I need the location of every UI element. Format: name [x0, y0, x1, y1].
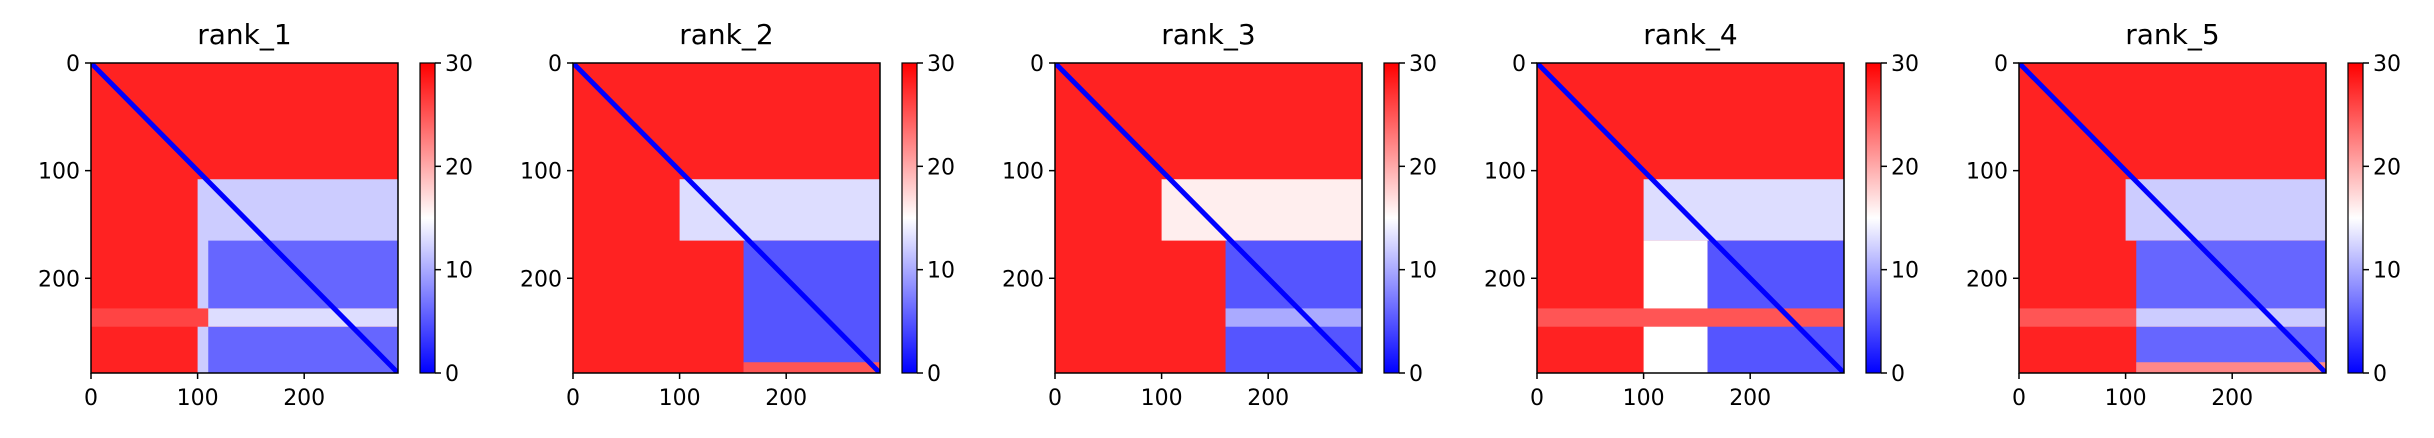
axes-frame: [572, 62, 881, 374]
y-tick-label: 200: [1966, 267, 2008, 292]
colorbar-tick-label: 0: [1891, 362, 1905, 387]
heatmap: [573, 63, 880, 373]
heatmap-cell: [2136, 308, 2326, 327]
x-tick-label: 200: [283, 386, 325, 411]
colorbar-tick-label: 20: [2373, 155, 2401, 180]
y-tick-label: 100: [520, 160, 562, 185]
heatmap-cell: [208, 240, 398, 373]
axes-frame: [1536, 62, 1845, 374]
heatmap-cell: [743, 362, 880, 373]
x-tick-label: 200: [1729, 386, 1771, 411]
heatmap-diagonal: [91, 63, 398, 373]
x-tick-label: 100: [177, 386, 219, 411]
axes-frame: [2018, 62, 2327, 374]
colorbar-tick-label: 20: [1409, 155, 1437, 180]
colorbar-tick-label: 10: [2373, 259, 2401, 284]
colorbar-tick-label: 0: [2373, 362, 2387, 387]
panel-3: rank_3 0 100 200 0 100 200 0 10 20 30: [1002, 18, 1437, 411]
x-tick-label: 100: [659, 386, 701, 411]
y-tick-label: 0: [548, 52, 562, 77]
colorbar-tick-label: 0: [1409, 362, 1423, 387]
heatmap: [91, 63, 398, 373]
heatmap-diagonal: [2019, 63, 2326, 373]
x-tick-label: 200: [1247, 386, 1289, 411]
colorbar-tick-label: 30: [2373, 52, 2401, 77]
heatmap-cell: [679, 179, 880, 241]
y-tick-label: 0: [66, 52, 80, 77]
colorbar: [1383, 62, 1400, 374]
panel-2: rank_2 0 100 200 0 100 200 0 10 20 30: [520, 18, 955, 411]
panel-title: rank_4: [1643, 18, 1737, 51]
colorbar-tick-label: 20: [1891, 155, 1919, 180]
colorbar-tick-label: 30: [445, 52, 473, 77]
panel-5: rank_5 0 100 200 0 100 200 0 10 20 30: [1966, 18, 2401, 411]
y-tick-label: 200: [1002, 267, 1044, 292]
panel-1: rank_1 0 100 200 0 100 200 0 10 20 30: [38, 18, 473, 411]
heatmap-cell: [1161, 179, 1362, 241]
y-tick-label: 200: [38, 267, 80, 292]
colorbar-tick-label: 10: [445, 259, 473, 284]
colorbar-tick-label: 20: [927, 155, 955, 180]
y-tick-label: 0: [1512, 52, 1526, 77]
colorbar-tick-label: 30: [1891, 52, 1919, 77]
colorbar-tick-label: 10: [1891, 259, 1919, 284]
panel-title: rank_3: [1161, 18, 1255, 51]
colorbar: [1865, 62, 1882, 374]
y-tick-label: 100: [1484, 160, 1526, 185]
panel-title: rank_5: [2125, 18, 2219, 51]
y-tick-label: 100: [38, 160, 80, 185]
colorbar-tick-label: 0: [445, 362, 459, 387]
heatmap-cell: [2136, 240, 2326, 373]
x-tick-label: 100: [1623, 386, 1665, 411]
y-tick-label: 100: [1966, 160, 2008, 185]
axes-frame: [90, 62, 399, 374]
x-tick-label: 0: [1048, 386, 1062, 411]
y-tick-label: 100: [1002, 160, 1044, 185]
x-tick-label: 0: [566, 386, 580, 411]
x-tick-label: 100: [1141, 386, 1183, 411]
heatmap-cell: [1643, 240, 1708, 373]
x-tick-label: 200: [2211, 386, 2253, 411]
panel-title: rank_1: [197, 18, 291, 51]
colorbar: [419, 62, 436, 374]
heatmap-cell: [208, 308, 398, 327]
heatmap-cell: [1537, 308, 1844, 327]
heatmap: [1055, 63, 1362, 373]
y-tick-label: 0: [1994, 52, 2008, 77]
x-tick-label: 200: [765, 386, 807, 411]
heatmap-cell: [1643, 179, 1844, 241]
panel-4: rank_4 0 100 200 0 100 200 0 10 20 30: [1484, 18, 1919, 411]
y-tick-label: 200: [520, 267, 562, 292]
colorbar-tick-label: 0: [927, 362, 941, 387]
panel-title: rank_2: [679, 18, 773, 51]
axes-frame: [1054, 62, 1363, 374]
heatmap-diagonal: [1537, 63, 1844, 373]
x-tick-label: 0: [2012, 386, 2026, 411]
heatmap-diagonal: [573, 63, 880, 373]
x-tick-label: 0: [1530, 386, 1544, 411]
colorbar-tick-label: 10: [927, 259, 955, 284]
heatmap-cell: [2136, 362, 2326, 373]
colorbar: [2347, 62, 2364, 374]
colorbar-tick-label: 10: [1409, 259, 1437, 284]
x-tick-label: 100: [2105, 386, 2147, 411]
heatmap: [1537, 63, 1844, 373]
colorbar-tick-label: 20: [445, 155, 473, 180]
colorbar-tick-label: 30: [1409, 52, 1437, 77]
y-tick-label: 200: [1484, 267, 1526, 292]
heatmap: [2019, 63, 2326, 373]
heatmap-cell: [1225, 308, 1362, 327]
heatmap-cell: [2125, 179, 2326, 241]
colorbar-tick-label: 30: [927, 52, 955, 77]
y-tick-label: 0: [1030, 52, 1044, 77]
colorbar: [901, 62, 918, 374]
heatmap-diagonal: [1055, 63, 1362, 373]
x-tick-label: 0: [84, 386, 98, 411]
